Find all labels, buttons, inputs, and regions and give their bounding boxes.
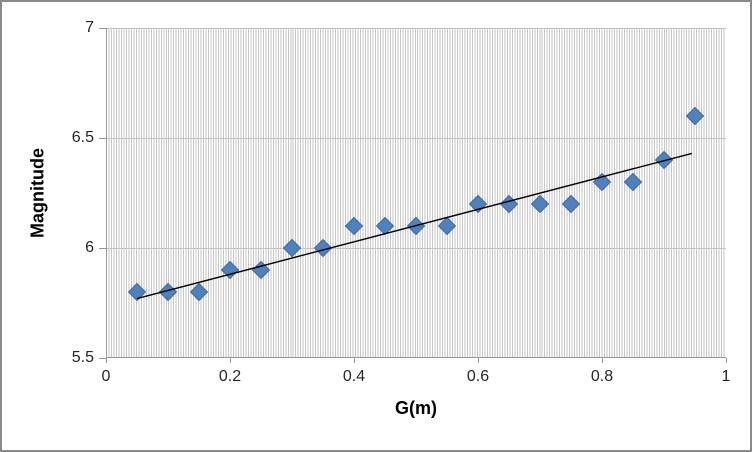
plot-area: [106, 28, 726, 358]
data-point-marker: [313, 238, 333, 258]
data-point-marker: [530, 194, 550, 214]
x-tick-mark: [106, 358, 107, 363]
x-tick-mark: [602, 358, 603, 363]
x-tick-label: 1: [721, 368, 731, 385]
trendline: [136, 152, 693, 300]
plot-svg: [127, 106, 705, 302]
x-axis-title: G(m): [395, 398, 437, 418]
data-point-marker: [499, 194, 519, 214]
x-tick-label: 0.2: [218, 368, 242, 385]
x-tick-mark: [726, 358, 727, 363]
y-tick-mark: [99, 28, 106, 29]
data-point-marker: [189, 282, 209, 302]
data-point-marker: [623, 172, 643, 192]
data-point-marker: [685, 106, 705, 126]
x-tick-mark: [478, 358, 479, 363]
data-point-marker: [561, 194, 581, 214]
data-point-marker: [375, 216, 395, 236]
data-point-marker: [127, 282, 147, 302]
y-axis-title: Magnitude: [27, 148, 48, 238]
x-tick-label: 0: [101, 368, 111, 385]
y-tick-mark: [99, 248, 106, 249]
x-tick-mark: [230, 358, 231, 363]
x-tick-label: 0.6: [466, 368, 490, 385]
major-gridline: [106, 248, 726, 249]
y-tick-label: 7: [85, 19, 94, 36]
data-point-marker: [437, 216, 457, 236]
y-tick-label: 6: [85, 239, 94, 256]
major-gridline: [106, 28, 726, 29]
x-tick-label: 0.8: [590, 368, 614, 385]
y-tick-mark: [99, 358, 106, 359]
x-tick-label: 0.4: [342, 368, 366, 385]
y-axis-line: [106, 28, 107, 358]
data-point-marker: [282, 238, 302, 258]
data-point-marker: [344, 216, 364, 236]
x-axis-line: [106, 357, 726, 358]
data-point-marker: [220, 260, 240, 280]
major-gridline: [106, 138, 726, 139]
y-tick-label: 6.5: [71, 129, 94, 146]
x-tick-mark: [354, 358, 355, 363]
y-tick-mark: [99, 138, 106, 139]
y-tick-label: 5.5: [71, 349, 94, 366]
